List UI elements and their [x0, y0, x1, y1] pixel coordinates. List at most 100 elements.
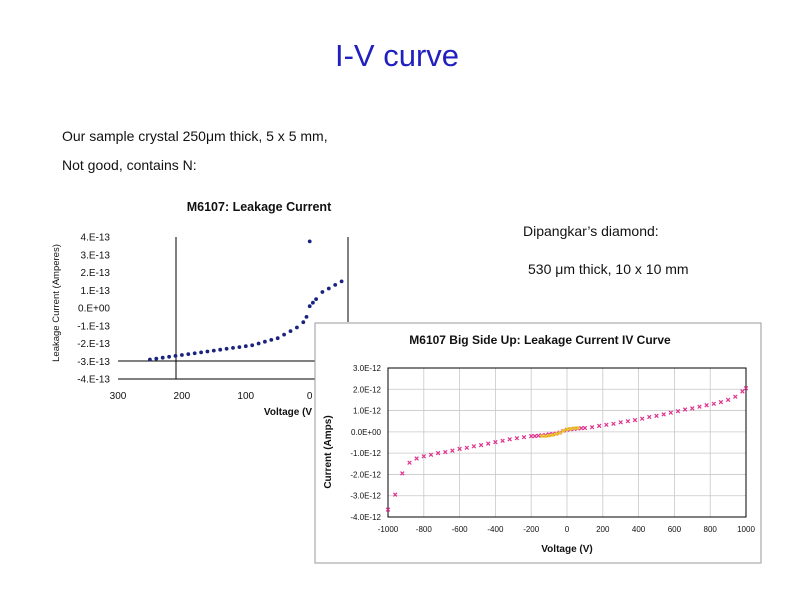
chart1-data-point — [311, 300, 315, 305]
sample-quality-note: Not good, contains N: — [62, 157, 197, 173]
chart1-data-point — [160, 355, 165, 360]
chart2-data-point — [400, 471, 405, 476]
chart2-y-tick-label: 2.0E-12 — [353, 385, 382, 394]
chart1-data-point — [180, 353, 184, 357]
chart1-data-point — [199, 350, 204, 355]
chart2-x-tick-label: -600 — [452, 525, 469, 534]
chart2-ylabel: Current (Amps) — [323, 415, 334, 488]
comparison-dimensions: 530 μm thick, 10 x 10 mm — [528, 261, 689, 277]
chart2-data-point — [743, 385, 749, 391]
chart2-data-point — [565, 427, 569, 431]
chart1-data-point — [250, 343, 255, 348]
chart2-data-point — [740, 389, 745, 394]
chart2-data-point — [733, 394, 738, 399]
chart1-y-tick-label: -1.E-13 — [77, 321, 110, 332]
chart2-x-tick-label: 0 — [565, 525, 570, 534]
chart2-data-point — [543, 434, 548, 438]
chart1-data-point — [333, 283, 338, 287]
chart1-data-point — [282, 332, 286, 337]
chart2-data-point — [521, 434, 527, 440]
chart2-data-point — [493, 439, 498, 445]
chart1-data-point — [314, 297, 318, 301]
chart1-y-tick-label: 2.E-13 — [81, 268, 111, 279]
chart2-data-point — [618, 420, 623, 425]
chart2-data-point — [654, 413, 659, 419]
chart1-data-point — [288, 329, 293, 333]
chart2-data-point — [514, 435, 520, 441]
chart2-y-tick-label: -1.0E-12 — [350, 449, 381, 458]
chart2-data-point — [536, 433, 541, 438]
chart2-data-point — [697, 404, 702, 409]
chart2-data-point — [558, 431, 562, 435]
chart2-data-point — [704, 402, 709, 408]
chart1-data-point — [263, 339, 267, 344]
chart1-y-tick-label: -2.E-13 — [77, 339, 110, 350]
chart2-data-point — [532, 433, 538, 439]
chart2-data-point — [661, 412, 666, 417]
chart2-data-point — [690, 406, 695, 411]
chart1-y-tick-label: -3.E-13 — [77, 357, 110, 368]
chart1-data-point — [301, 320, 306, 325]
chart1-data-point — [275, 336, 280, 341]
chart2-data-point — [589, 424, 595, 430]
chart2-data-point — [507, 437, 512, 442]
chart2-data-point — [500, 438, 505, 444]
chart1-data-point — [192, 351, 197, 356]
chart1-data-point — [186, 352, 191, 356]
chart1-data-point — [256, 341, 261, 346]
chart1-data-point — [173, 354, 178, 358]
slide-title: I-V curve — [334, 38, 460, 73]
chart2-data-point — [625, 418, 631, 424]
chart1-data-point — [304, 315, 309, 319]
chart1-x-tick-label: 200 — [174, 391, 191, 402]
chart2-x-tick-label: 200 — [596, 525, 610, 534]
chart2-data-point — [392, 492, 398, 497]
chart1-data-point — [320, 290, 325, 294]
chart2-data-point — [547, 434, 551, 438]
chart2-x-tick-label: -1000 — [378, 525, 399, 534]
chart2-data-point — [682, 407, 688, 412]
chart2-data-point — [421, 454, 427, 459]
chart2-x-tick-label: 400 — [632, 525, 646, 534]
chart2-data-point — [711, 401, 717, 407]
chart1-data-point — [243, 344, 248, 349]
chart2-x-tick-label: -400 — [487, 525, 504, 534]
chart2-data-point — [540, 434, 544, 438]
chart1-data-point — [167, 354, 172, 359]
chart2-data-point — [561, 429, 565, 433]
chart2-y-tick-label: 3.0E-12 — [353, 364, 382, 373]
chart1-data-point — [339, 279, 344, 284]
chart2-title: M6107 Big Side Up: Leakage Current IV Cu… — [409, 333, 671, 347]
chart2-data-point — [647, 414, 652, 420]
chart2-y-tick-label: -2.0E-12 — [350, 470, 381, 479]
chart1-y-tick-label: 4.E-13 — [81, 233, 111, 244]
chart2-data-point — [604, 422, 609, 428]
chart2-data-point — [464, 445, 470, 451]
chart2-data-point — [407, 460, 412, 465]
chart1-data-point — [326, 286, 331, 291]
chart2-x-tick-label: -200 — [523, 525, 540, 534]
chart1-data-point — [211, 348, 216, 353]
chart1-data-point — [237, 345, 242, 349]
chart2-y-tick-label: 0.0E+00 — [351, 428, 382, 437]
chart2-data-point — [471, 444, 477, 449]
chart2-data-point — [718, 399, 724, 405]
chart1-xlabel: Voltage (V — [264, 407, 312, 418]
chart2-xlabel: Voltage (V) — [541, 544, 592, 555]
chart1-y-tick-label: 3.E-13 — [81, 250, 111, 261]
chart2-data-point — [639, 416, 645, 421]
chart2-data-point — [457, 446, 462, 452]
chart2-x-tick-label: 1000 — [737, 525, 755, 534]
chart2-data-point — [435, 450, 441, 456]
chart2-y-tick-label: -3.0E-12 — [350, 492, 381, 501]
chart1-y-tick-label: -4.E-13 — [77, 375, 110, 386]
chart2-data-point — [611, 421, 616, 427]
chart1-y-tick-label: 0.E+00 — [78, 304, 110, 315]
chart2-data-point — [725, 397, 731, 403]
chart2-data-point — [414, 456, 419, 461]
chart1-x-tick-label: 100 — [237, 391, 254, 402]
chart2-y-tick-label: 1.0E-12 — [353, 407, 382, 416]
chart2-data-point — [478, 442, 484, 448]
